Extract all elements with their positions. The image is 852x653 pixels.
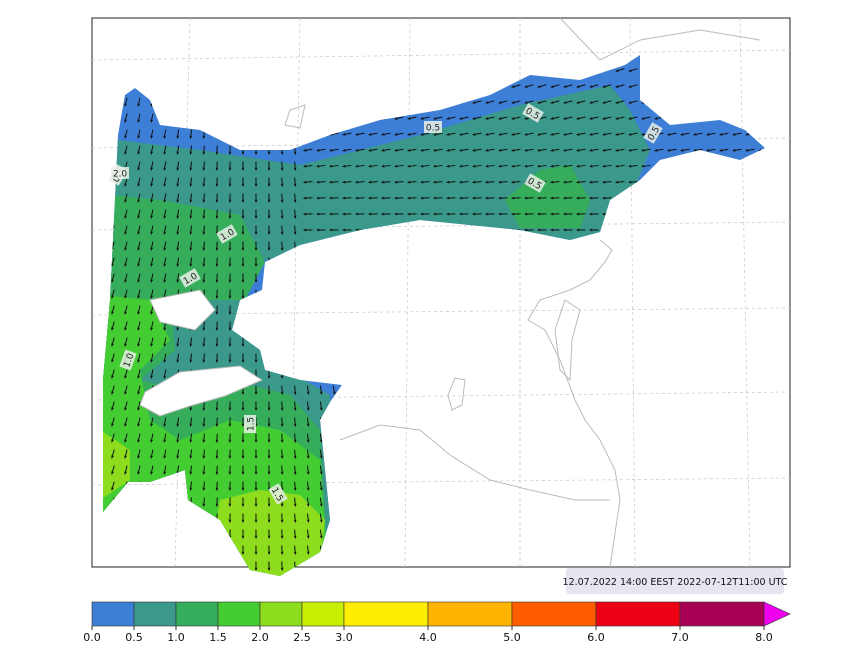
colorbar-tick-label: 1.0: [167, 631, 185, 644]
colorbar-extend: [764, 602, 790, 626]
contour-label: 1.5: [247, 417, 257, 431]
contour-label: 0.5: [426, 124, 440, 134]
colorbar-tick-label: 2.5: [293, 631, 311, 644]
colorbar-segment: [302, 602, 344, 626]
colorbar: 0.0 0.5 1.0 1.5 2.0 2.5 3.0 4.0 5.0 6.0 7.0 8.0: [83, 602, 790, 644]
colorbar-tick-label: 5.0: [503, 631, 521, 644]
colorbar-tick-label: 8.0: [755, 631, 773, 644]
colorbar-segment: [512, 602, 596, 626]
colorbar-segment: [218, 602, 260, 626]
timestamp: 12.07.2022 14:00 EEST 2022-07-12T11:00 U…: [563, 577, 788, 588]
colorbar-segment: [260, 602, 302, 626]
colorbar-tick-label: 0.0: [83, 631, 101, 644]
colorbar-tick-label: 7.0: [671, 631, 689, 644]
colorbar-segment: [344, 602, 428, 626]
colorbar-segment: [680, 602, 764, 626]
colorbar-segment: [92, 602, 134, 626]
colorbar-segment: [596, 602, 680, 626]
colorbar-tick-label: 0.5: [125, 631, 143, 644]
colorbar-tick-label: 1.5: [209, 631, 227, 644]
colorbar-segment: [428, 602, 512, 626]
colorbar-tick-label: 2.0: [251, 631, 269, 644]
colorbar-tick-label: 4.0: [419, 631, 437, 644]
colorbar-segment: [134, 602, 176, 626]
colorbar-segment: [176, 602, 218, 626]
colorbar-tick-label: 3.0: [335, 631, 353, 644]
contour-label: 2.0: [113, 170, 128, 180]
colorbar-tick-label: 6.0: [587, 631, 605, 644]
